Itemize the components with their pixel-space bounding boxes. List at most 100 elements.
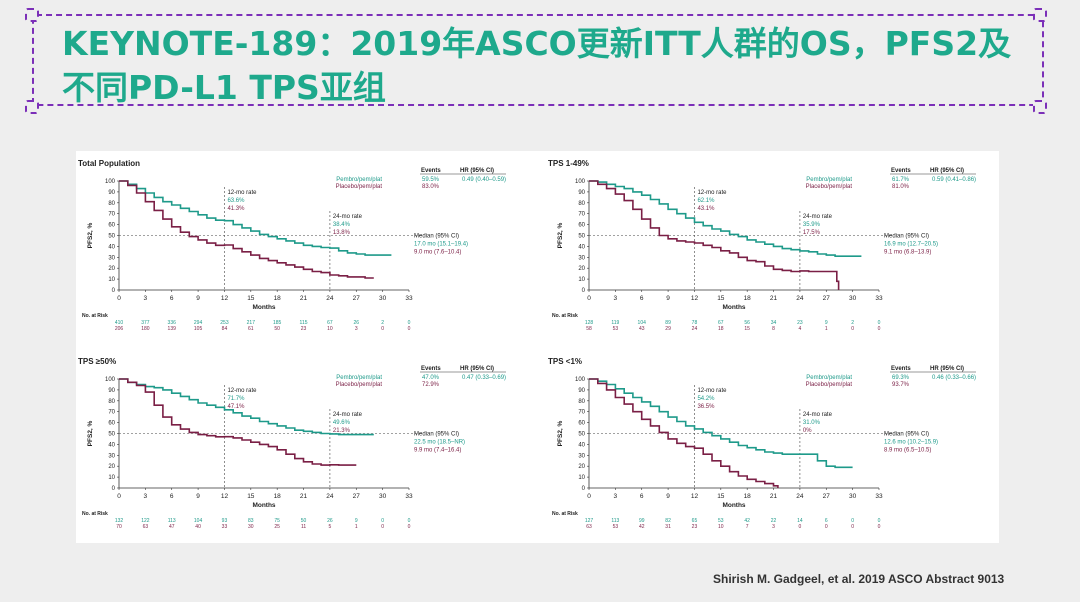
x-tick-label: 12 — [691, 295, 699, 302]
legend-header-events: Events — [891, 168, 911, 174]
y-tick-label: 40 — [578, 244, 585, 250]
median-placebo: 8.9 mo (6.5–10.5) — [884, 448, 931, 454]
at-risk-count: 7 — [746, 524, 749, 530]
at-risk-count: 1 — [355, 524, 358, 530]
rate-12mo-pembro: 63.6% — [227, 198, 245, 204]
y-axis-label: PFS2, % — [87, 222, 94, 248]
y-tick-label: 0 — [582, 288, 586, 294]
x-tick-label: 9 — [196, 493, 200, 500]
at-risk-count: 26 — [327, 518, 333, 524]
x-tick-label: 6 — [170, 295, 174, 302]
y-tick-label: 20 — [108, 464, 115, 470]
at-risk-count: 23 — [301, 326, 307, 332]
y-tick-label: 30 — [108, 255, 115, 261]
at-risk-count: 11 — [301, 524, 306, 530]
legend-series-name: Pembro/pem/plat — [336, 375, 382, 381]
legend-header-hr: HR (95% CI) — [930, 168, 964, 174]
x-tick-label: 21 — [770, 295, 778, 302]
rate-12mo-pembro: 62.1% — [697, 198, 715, 204]
at-risk-count: 53 — [613, 326, 619, 332]
at-risk-count: 0 — [878, 518, 881, 524]
legend-events-value: 93.7% — [892, 382, 910, 388]
at-risk-count: 84 — [222, 326, 228, 332]
x-tick-label: 24 — [326, 493, 334, 500]
at-risk-count: 4 — [799, 326, 802, 332]
x-axis-label: Months — [252, 502, 275, 509]
y-tick-label: 70 — [108, 410, 115, 416]
at-risk-count: 105 — [194, 326, 203, 332]
x-tick-label: 21 — [300, 295, 308, 302]
at-risk-count: 78 — [692, 320, 698, 326]
x-tick-label: 21 — [770, 493, 778, 500]
rate-12mo-label: 12-mo rate — [227, 190, 257, 196]
x-tick-label: 27 — [353, 493, 361, 500]
legend-series-name: Pembro/pem/plat — [336, 177, 382, 183]
y-tick-label: 80 — [108, 399, 115, 405]
y-tick-label: 10 — [108, 277, 115, 283]
panel-title: TPS <1% — [548, 357, 582, 366]
rate-12mo-pembro: 54.2% — [697, 396, 715, 402]
median-label: Median (95% CI) — [414, 234, 459, 240]
y-tick-label: 10 — [578, 277, 585, 283]
at-risk-count: 0 — [408, 518, 411, 524]
at-risk-count: 122 — [141, 518, 150, 524]
at-risk-count: 132 — [115, 518, 124, 524]
at-risk-count: 6 — [825, 518, 828, 524]
y-tick-label: 100 — [105, 377, 116, 383]
y-tick-label: 60 — [578, 223, 585, 229]
rate-24mo-label: 24-mo rate — [803, 214, 833, 220]
y-tick-label: 30 — [578, 453, 585, 459]
at-risk-count: 0 — [851, 326, 854, 332]
x-tick-label: 15 — [717, 295, 725, 302]
rate-12mo-placebo: 41.3% — [227, 206, 245, 212]
at-risk-count: 0 — [408, 320, 411, 326]
at-risk-count: 377 — [141, 320, 150, 326]
at-risk-count: 0 — [851, 518, 854, 524]
at-risk-count: 104 — [194, 518, 203, 524]
at-risk-count: 47 — [169, 524, 175, 530]
at-risk-count: 8 — [772, 326, 775, 332]
at-risk-count: 336 — [168, 320, 177, 326]
x-tick-label: 0 — [587, 493, 591, 500]
legend-series-name: Placebo/pem/plat — [336, 184, 383, 190]
rate-24mo-pembro: 35.9% — [803, 222, 821, 228]
y-tick-label: 80 — [108, 201, 115, 207]
y-tick-label: 50 — [108, 432, 115, 438]
y-tick-label: 40 — [108, 442, 115, 448]
y-tick-label: 90 — [578, 190, 585, 196]
at-risk-count: 104 — [638, 320, 647, 326]
y-tick-label: 40 — [108, 244, 115, 250]
x-tick-label: 12 — [691, 493, 699, 500]
y-tick-label: 70 — [578, 410, 585, 416]
y-tick-label: 20 — [108, 266, 115, 272]
at-risk-count: 3 — [355, 326, 358, 332]
rate-24mo-placebo: 0% — [803, 428, 812, 434]
x-axis-label: Months — [722, 304, 745, 311]
at-risk-count: 119 — [611, 320, 619, 326]
at-risk-count: 0 — [851, 524, 854, 530]
median-placebo: 9.0 mo (7.6–10.4) — [414, 250, 461, 256]
x-tick-label: 24 — [796, 295, 804, 302]
at-risk-count: 42 — [744, 518, 750, 524]
x-tick-label: 21 — [300, 493, 308, 500]
at-risk-count: 18 — [718, 326, 724, 332]
x-tick-label: 3 — [614, 493, 618, 500]
median-label: Median (95% CI) — [884, 234, 929, 240]
at-risk-count: 89 — [665, 320, 671, 326]
at-risk-count: 26 — [353, 320, 359, 326]
y-tick-label: 100 — [105, 179, 116, 185]
rate-12mo-placebo: 43.1% — [697, 206, 715, 212]
legend-hr-value: 0.46 (0.33–0.66) — [932, 375, 976, 381]
x-tick-label: 33 — [875, 295, 883, 302]
legend-events-value: 47.0% — [422, 375, 440, 381]
y-tick-label: 90 — [108, 190, 115, 196]
at-risk-count: 50 — [301, 518, 307, 524]
at-risk-count: 0 — [878, 326, 881, 332]
at-risk-count: 0 — [799, 524, 802, 530]
legend-events-value: 72.9% — [422, 382, 440, 388]
at-risk-count: 0 — [381, 524, 384, 530]
